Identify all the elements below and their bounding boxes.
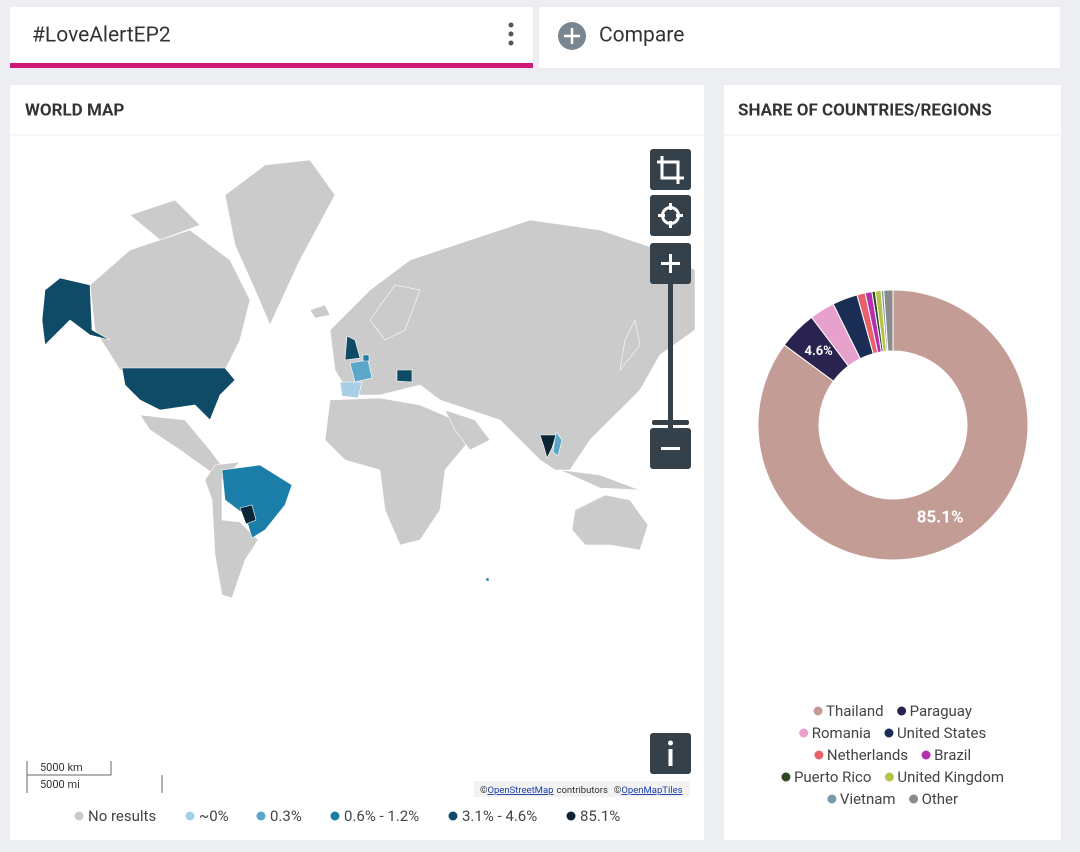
region[interactable] [204, 461, 259, 599]
legend-label: Romania [812, 724, 871, 742]
region[interactable] [485, 577, 490, 582]
legend-label: 85.1% [580, 807, 620, 825]
region[interactable] [121, 367, 236, 421]
zoom-handle[interactable] [652, 420, 689, 425]
zoom-out-button[interactable] [650, 428, 691, 469]
legend-dot [884, 772, 894, 782]
region[interactable] [344, 335, 361, 361]
legend-dot [566, 811, 576, 821]
compare-tab[interactable] [539, 7, 1060, 68]
legend-label: 0.6% - 1.2% [344, 807, 419, 825]
region[interactable] [339, 381, 363, 399]
legend-dot [897, 706, 907, 716]
legend-dot [921, 750, 931, 760]
region[interactable] [552, 431, 563, 457]
region[interactable] [539, 434, 557, 459]
region[interactable] [619, 319, 641, 372]
legend-label: United States [897, 724, 986, 742]
scale-km: 5000 km [40, 761, 83, 774]
region[interactable] [396, 369, 413, 383]
legend-label: United Kingdom [897, 768, 1004, 786]
slice[interactable] [757, 289, 1029, 561]
legend-dot [814, 750, 824, 760]
crop-button[interactable] [650, 149, 691, 190]
region[interactable] [444, 409, 491, 451]
attribution-box [474, 781, 690, 797]
scale-bar [26, 761, 163, 793]
legend-label: Other [922, 790, 959, 808]
menu-dots[interactable] [508, 22, 514, 46]
tab[interactable] [10, 7, 533, 68]
legend-dot [827, 794, 837, 804]
legend-label: Thailand [826, 702, 884, 720]
legend-dot [330, 811, 340, 821]
info-button[interactable] [650, 733, 691, 774]
map-legend: No results ~0% 0.3% 0.6% - 1.2% 3.1% - 4.6% 8… [74, 807, 620, 825]
legend-label: No results [88, 807, 156, 825]
slice[interactable] [883, 289, 894, 352]
legend-label: Vietnam [840, 790, 896, 808]
scale-mi: 5000 mi [40, 778, 80, 791]
region[interactable] [571, 494, 649, 551]
region[interactable] [41, 277, 111, 346]
panel-title: SHARE OF COUNTRIES/REGIONS [738, 100, 992, 120]
region[interactable] [309, 304, 331, 319]
legend-label: ~0% [199, 807, 229, 825]
pie-legend: Thailand Paraguay Romania United States Neth… [781, 702, 1004, 808]
copyright: © [614, 785, 622, 796]
zoom-in-button[interactable] [650, 243, 691, 284]
tab-title: #LoveAlertEP2 [32, 24, 171, 48]
legend-dot [884, 728, 894, 738]
legend-dot [813, 706, 823, 716]
legend-dot [74, 811, 84, 821]
legend-label: Paraguay [910, 702, 972, 720]
region[interactable] [224, 159, 336, 326]
region[interactable] [362, 354, 370, 362]
region[interactable] [369, 284, 421, 341]
compare-label[interactable]: Compare [599, 24, 684, 48]
data-label: 85.1% [917, 508, 964, 528]
tab-underline [10, 63, 533, 68]
legend-dot [256, 811, 266, 821]
zoom-slider[interactable] [668, 284, 673, 428]
legend-label: 3.1% - 4.6% [462, 807, 537, 825]
region[interactable] [559, 469, 641, 491]
region[interactable] [324, 397, 471, 546]
donut-chart: 85.1% 4.6% [757, 289, 1029, 561]
attribution: ©OpenStreetMap contributors ©OpenMapTiles [480, 785, 683, 796]
plus [564, 28, 580, 44]
legend-dot [185, 811, 195, 821]
legend-label: Brazil [934, 746, 971, 764]
legend-label: Puerto Rico [794, 768, 871, 786]
locate-button[interactable] [650, 195, 691, 236]
region[interactable] [239, 504, 257, 525]
link[interactable]: OpenStreetMap [487, 785, 553, 796]
copyright: © [480, 785, 488, 796]
legend-dot [781, 772, 791, 782]
legend-dot [448, 811, 458, 821]
legend-label: 0.3% [270, 807, 302, 825]
panel-title: WORLD MAP [25, 100, 124, 120]
region[interactable] [221, 464, 293, 539]
legend-dot [799, 728, 809, 738]
world-map[interactable] [41, 159, 696, 599]
legend-label: Netherlands [827, 746, 908, 764]
region[interactable] [129, 199, 201, 241]
legend-dot [909, 794, 919, 804]
region[interactable] [349, 359, 373, 383]
region[interactable] [329, 219, 696, 471]
data-label: 4.6% [804, 344, 833, 359]
link[interactable]: OpenMapTiles [621, 785, 682, 796]
attribution-text: contributors [556, 785, 607, 796]
